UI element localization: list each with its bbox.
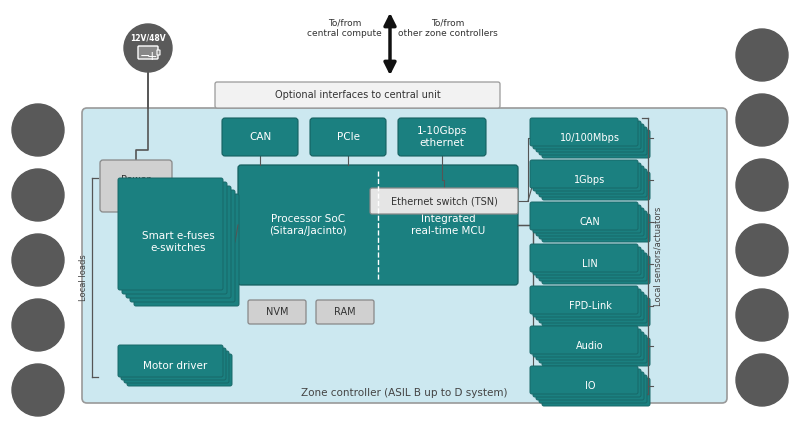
Circle shape xyxy=(12,234,64,286)
Circle shape xyxy=(736,94,788,146)
FancyBboxPatch shape xyxy=(542,130,650,158)
FancyBboxPatch shape xyxy=(100,160,172,212)
FancyBboxPatch shape xyxy=(533,247,641,275)
FancyBboxPatch shape xyxy=(130,190,235,302)
Text: NVM: NVM xyxy=(266,307,288,317)
FancyBboxPatch shape xyxy=(536,166,644,194)
Text: 10/100Mbps: 10/100Mbps xyxy=(560,133,620,143)
FancyBboxPatch shape xyxy=(530,118,638,146)
Text: Motor driver: Motor driver xyxy=(143,361,208,371)
FancyBboxPatch shape xyxy=(127,354,232,386)
FancyBboxPatch shape xyxy=(539,211,647,239)
FancyBboxPatch shape xyxy=(215,82,500,108)
Text: Zone controller (ASIL B up to D system): Zone controller (ASIL B up to D system) xyxy=(302,388,508,398)
Text: CAN: CAN xyxy=(249,132,271,142)
Text: IO: IO xyxy=(585,381,595,391)
FancyBboxPatch shape xyxy=(134,194,239,306)
FancyBboxPatch shape xyxy=(122,182,227,294)
FancyBboxPatch shape xyxy=(542,214,650,242)
FancyBboxPatch shape xyxy=(530,202,638,230)
FancyBboxPatch shape xyxy=(82,108,727,403)
Text: Audio: Audio xyxy=(576,341,604,351)
Circle shape xyxy=(12,364,64,416)
FancyBboxPatch shape xyxy=(138,46,158,59)
FancyBboxPatch shape xyxy=(536,372,644,400)
FancyBboxPatch shape xyxy=(542,256,650,284)
Text: LIN: LIN xyxy=(582,259,598,269)
Text: 12V/48V: 12V/48V xyxy=(130,34,166,42)
Text: To/from
other zone controllers: To/from other zone controllers xyxy=(398,18,498,38)
FancyBboxPatch shape xyxy=(539,295,647,323)
Text: RAM: RAM xyxy=(334,307,356,317)
FancyBboxPatch shape xyxy=(539,127,647,155)
FancyBboxPatch shape xyxy=(533,289,641,317)
FancyBboxPatch shape xyxy=(238,165,518,285)
FancyBboxPatch shape xyxy=(542,298,650,326)
FancyBboxPatch shape xyxy=(248,300,306,324)
FancyBboxPatch shape xyxy=(536,332,644,360)
FancyBboxPatch shape xyxy=(539,169,647,197)
Circle shape xyxy=(736,224,788,276)
FancyBboxPatch shape xyxy=(533,369,641,397)
Text: −: − xyxy=(140,50,150,63)
Text: Processor SoC
(Sitara/Jacinto): Processor SoC (Sitara/Jacinto) xyxy=(269,214,347,236)
FancyBboxPatch shape xyxy=(542,378,650,406)
FancyBboxPatch shape xyxy=(124,351,229,383)
FancyBboxPatch shape xyxy=(530,244,638,272)
FancyBboxPatch shape xyxy=(530,160,638,188)
FancyBboxPatch shape xyxy=(533,329,641,357)
FancyBboxPatch shape xyxy=(536,124,644,152)
FancyBboxPatch shape xyxy=(533,121,641,149)
Text: Ethernet switch (TSN): Ethernet switch (TSN) xyxy=(390,196,498,206)
Circle shape xyxy=(12,299,64,351)
Text: PCIe: PCIe xyxy=(337,132,359,142)
FancyBboxPatch shape xyxy=(536,292,644,320)
Text: Optional interfaces to central unit: Optional interfaces to central unit xyxy=(274,90,440,100)
FancyBboxPatch shape xyxy=(121,348,226,380)
Text: To/from
central compute: To/from central compute xyxy=(307,18,382,38)
FancyBboxPatch shape xyxy=(539,335,647,363)
FancyBboxPatch shape xyxy=(530,326,638,354)
Circle shape xyxy=(736,354,788,406)
Text: Smart e-fuses
e-switches: Smart e-fuses e-switches xyxy=(142,231,215,253)
FancyBboxPatch shape xyxy=(533,205,641,233)
Circle shape xyxy=(12,169,64,221)
FancyBboxPatch shape xyxy=(542,338,650,366)
FancyBboxPatch shape xyxy=(157,50,160,55)
FancyBboxPatch shape xyxy=(539,253,647,281)
Circle shape xyxy=(736,159,788,211)
FancyBboxPatch shape xyxy=(539,375,647,403)
FancyBboxPatch shape xyxy=(126,186,231,298)
Text: CAN: CAN xyxy=(580,217,600,227)
FancyBboxPatch shape xyxy=(118,178,223,290)
Text: +: + xyxy=(146,50,158,63)
FancyBboxPatch shape xyxy=(118,345,223,377)
Circle shape xyxy=(124,24,172,72)
FancyBboxPatch shape xyxy=(536,208,644,236)
Circle shape xyxy=(736,29,788,81)
FancyBboxPatch shape xyxy=(530,286,638,314)
Text: Integrated
real-time MCU: Integrated real-time MCU xyxy=(411,214,485,236)
FancyBboxPatch shape xyxy=(530,366,638,394)
FancyBboxPatch shape xyxy=(222,118,298,156)
Circle shape xyxy=(12,104,64,156)
Text: 1-10Gbps
ethernet: 1-10Gbps ethernet xyxy=(417,126,467,148)
Text: FPD-Link: FPD-Link xyxy=(569,301,611,311)
FancyBboxPatch shape xyxy=(398,118,486,156)
Text: Local sensors/actuators: Local sensors/actuators xyxy=(654,206,662,306)
FancyBboxPatch shape xyxy=(370,188,518,214)
Circle shape xyxy=(736,289,788,341)
Text: Power
supply: Power supply xyxy=(120,175,152,197)
FancyBboxPatch shape xyxy=(310,118,386,156)
Text: Local loads: Local loads xyxy=(79,254,89,301)
Text: 1Gbps: 1Gbps xyxy=(574,175,606,185)
FancyBboxPatch shape xyxy=(533,163,641,191)
FancyBboxPatch shape xyxy=(536,250,644,278)
FancyBboxPatch shape xyxy=(316,300,374,324)
FancyBboxPatch shape xyxy=(542,172,650,200)
